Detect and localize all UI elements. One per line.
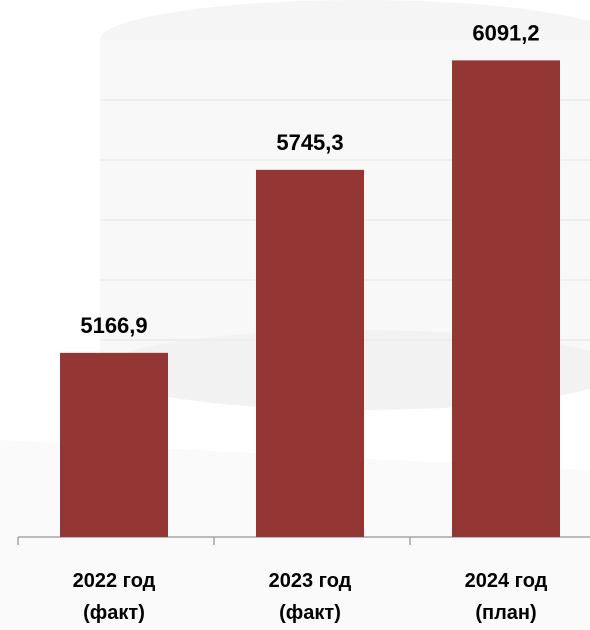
bar bbox=[452, 60, 560, 538]
x-tick-label: 2024 год (план) bbox=[465, 570, 548, 624]
bar bbox=[256, 169, 364, 537]
x-tick-label: 2023 год (факт) bbox=[269, 570, 352, 624]
value-label: 6091,2 bbox=[472, 20, 539, 45]
x-tick-label: 2022 год (факт) bbox=[73, 570, 156, 624]
value-label: 5166,9 bbox=[80, 313, 147, 338]
bar bbox=[60, 352, 168, 537]
value-label: 5745,3 bbox=[276, 130, 343, 155]
